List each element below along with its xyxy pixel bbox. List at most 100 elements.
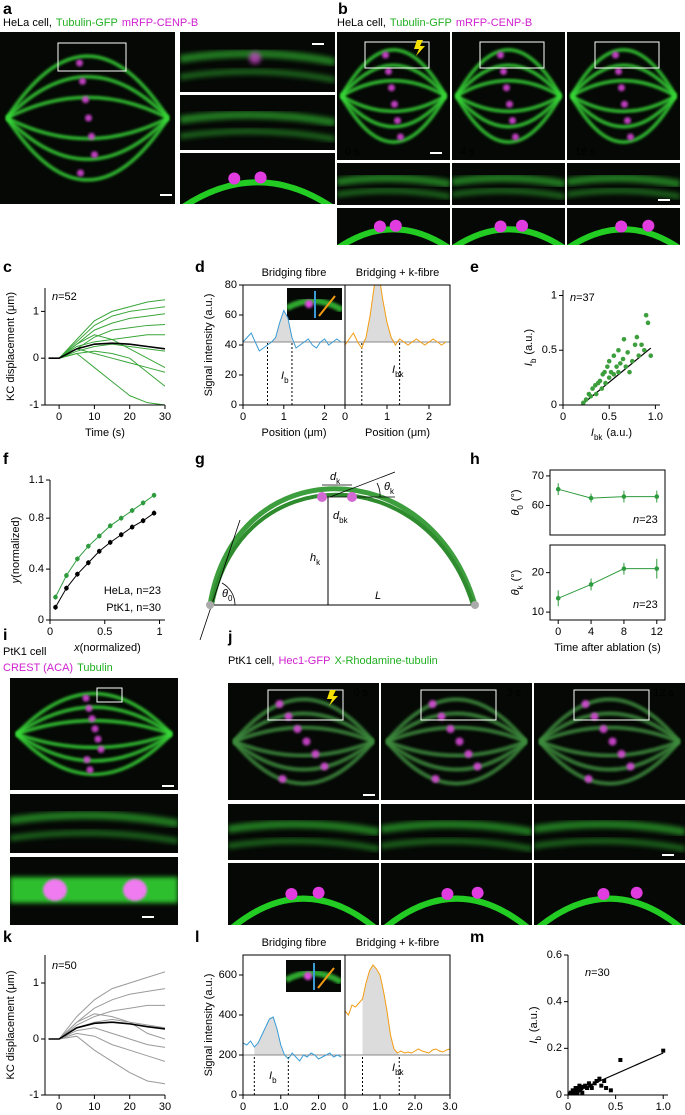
kinetochore-spot [446,725,455,734]
line [55,512,155,608]
line [243,309,342,352]
line [55,494,155,598]
y-axis-label: Signal intensity (a.u.) [203,974,215,1077]
kinetochore-spot [394,117,401,125]
text-part: I [392,1062,395,1074]
kinetochore-spot [385,67,392,75]
kinetochore-spot [43,879,67,901]
marker [129,508,135,513]
text-part: n [52,291,58,303]
x-tick-label: 0 [240,411,246,423]
kinetochore-spot [621,100,628,108]
kinetochore-scheme [615,220,628,233]
microtubule [16,732,172,750]
micrograph [10,678,178,790]
annotation: Ibk [392,364,405,379]
x-tick-label: 0 [560,411,566,423]
x-tick-label: 0 [342,1101,348,1113]
panel-letter: g [195,451,205,468]
kinetochore-scheme [389,219,402,232]
micrograph [180,153,335,204]
kinetochore-spot [305,300,313,308]
plot-area [243,309,345,405]
x-tick-label: 1.0 [648,411,663,423]
x-tick-label: 4 [588,626,594,638]
x-tick-label: 10 [88,411,100,423]
marker [617,361,623,366]
kinetochore-scheme [285,888,298,900]
kinetochore-scheme [312,886,325,899]
microtubule [5,75,170,120]
x-tick-label: 3.0 [442,1101,457,1113]
micrograph [228,804,379,860]
microtubule [455,94,562,113]
y-tick-label: 0.5 [542,344,557,356]
marker [606,358,612,364]
y-tick-label: 0.4 [547,996,562,1008]
kinetochore-spot [88,715,96,723]
marker [86,543,91,549]
kinetochore-spot [473,762,482,771]
marker [625,350,630,355]
marker [614,364,619,369]
marker [129,524,135,530]
marker [75,571,80,577]
annotation: Ib [281,370,289,385]
marker [588,1083,593,1088]
microtubule [10,830,178,845]
microtubule [534,838,685,852]
marker [583,397,589,402]
x-tick-label: 20 [124,411,136,423]
plot-area [48,299,165,405]
micrograph [286,960,341,992]
micrograph [287,288,342,320]
text-part: I [281,370,284,382]
text-part: (normalized) [10,517,22,578]
text-part: d [330,471,337,483]
y-tick-label: 80 [225,279,237,291]
text-part: =30 [591,967,610,979]
text-part: n [585,967,591,979]
micrograph [337,32,450,160]
text-part: I [269,1070,272,1082]
text-part: θ [222,588,228,600]
marker [107,523,113,529]
y-tick-label: 40 [225,339,237,351]
kinetochore-spot [618,84,625,92]
arc-diagram [199,471,479,641]
y-tick-label: 0 [38,614,44,626]
image-label: HeLa cell, Tubulin-GFP mRFP-CENP-B [337,17,532,29]
kinetochore-spot [91,151,98,159]
text-part: X-Rhodamine-tubulin [334,655,437,667]
marker [616,369,621,375]
pole [471,601,479,609]
micrograph [381,683,532,800]
text-part: d [333,510,340,522]
line [558,488,657,499]
text-part: k [516,584,525,589]
y-tick-label: 20 [225,369,237,381]
image-background [10,794,178,853]
kinetochore-spot [590,712,599,721]
kinetochore-spot [76,59,83,67]
marker [648,353,654,359]
micrograph [452,208,565,245]
peak-area [254,1017,289,1055]
fibre-scheme [10,877,178,903]
roi-box [594,41,660,69]
chart-title: Bridging fibre [262,937,327,949]
text-part: =52 [58,291,77,303]
text-part: (°) [510,570,522,582]
microtubule [569,48,678,97]
x-tick-label: 2.0 [311,1101,326,1113]
y-tick-label: 0 [33,352,39,364]
kinetochore-spot [615,67,622,75]
microtubule [570,63,677,98]
chart-title: Bridging + k-fibre [356,937,439,949]
kinetochore-spot [88,132,95,140]
text-part: b [529,358,538,363]
image-label: PtK1 cell [3,646,46,658]
kinetochore-spot [82,96,89,104]
micrograph [452,32,565,160]
y-tick-label: -1 [29,1089,39,1101]
